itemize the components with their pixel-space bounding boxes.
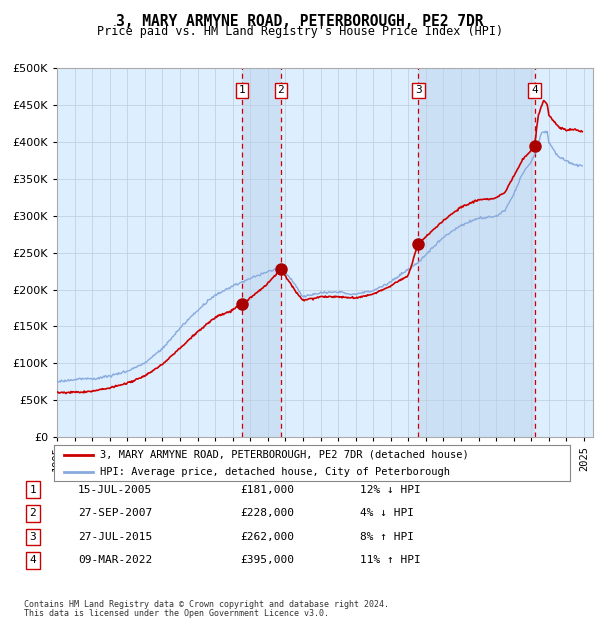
Text: 3: 3	[29, 532, 37, 542]
Text: 1: 1	[239, 86, 245, 95]
Text: £228,000: £228,000	[240, 508, 294, 518]
Bar	[418, 68, 535, 437]
Text: 8% ↑ HPI: 8% ↑ HPI	[360, 532, 414, 542]
Text: 27-SEP-2007: 27-SEP-2007	[78, 508, 152, 518]
Text: 3, MARY ARMYNE ROAD, PETERBOROUGH, PE2 7DR: 3, MARY ARMYNE ROAD, PETERBOROUGH, PE2 7…	[116, 14, 484, 29]
Text: HPI: Average price, detached house, City of Peterborough: HPI: Average price, detached house, City…	[100, 466, 451, 477]
Text: 4: 4	[531, 86, 538, 95]
Text: 12% ↓ HPI: 12% ↓ HPI	[360, 485, 421, 495]
Text: £395,000: £395,000	[240, 556, 294, 565]
Text: 27-JUL-2015: 27-JUL-2015	[78, 532, 152, 542]
Text: 4% ↓ HPI: 4% ↓ HPI	[360, 508, 414, 518]
Text: 2: 2	[29, 508, 37, 518]
Text: £262,000: £262,000	[240, 532, 294, 542]
Text: 3, MARY ARMYNE ROAD, PETERBOROUGH, PE2 7DR (detached house): 3, MARY ARMYNE ROAD, PETERBOROUGH, PE2 7…	[100, 450, 469, 459]
Bar	[242, 68, 281, 437]
Text: 4: 4	[29, 556, 37, 565]
Text: This data is licensed under the Open Government Licence v3.0.: This data is licensed under the Open Gov…	[24, 608, 329, 618]
Text: 15-JUL-2005: 15-JUL-2005	[78, 485, 152, 495]
Text: 09-MAR-2022: 09-MAR-2022	[78, 556, 152, 565]
Text: 3: 3	[415, 86, 422, 95]
Text: 1: 1	[29, 485, 37, 495]
Text: Contains HM Land Registry data © Crown copyright and database right 2024.: Contains HM Land Registry data © Crown c…	[24, 600, 389, 609]
Text: Price paid vs. HM Land Registry's House Price Index (HPI): Price paid vs. HM Land Registry's House …	[97, 25, 503, 38]
Text: 2: 2	[277, 86, 284, 95]
Text: £181,000: £181,000	[240, 485, 294, 495]
Text: 11% ↑ HPI: 11% ↑ HPI	[360, 556, 421, 565]
